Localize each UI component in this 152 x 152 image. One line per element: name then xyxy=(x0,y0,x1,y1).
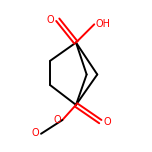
Text: O: O xyxy=(0,151,1,152)
Text: O: O xyxy=(104,117,111,127)
Text: O: O xyxy=(54,115,62,125)
Text: O: O xyxy=(32,128,40,138)
Text: O: O xyxy=(47,15,54,25)
Text: OH: OH xyxy=(95,19,110,29)
Text: O: O xyxy=(0,151,1,152)
Text: O: O xyxy=(0,151,1,152)
